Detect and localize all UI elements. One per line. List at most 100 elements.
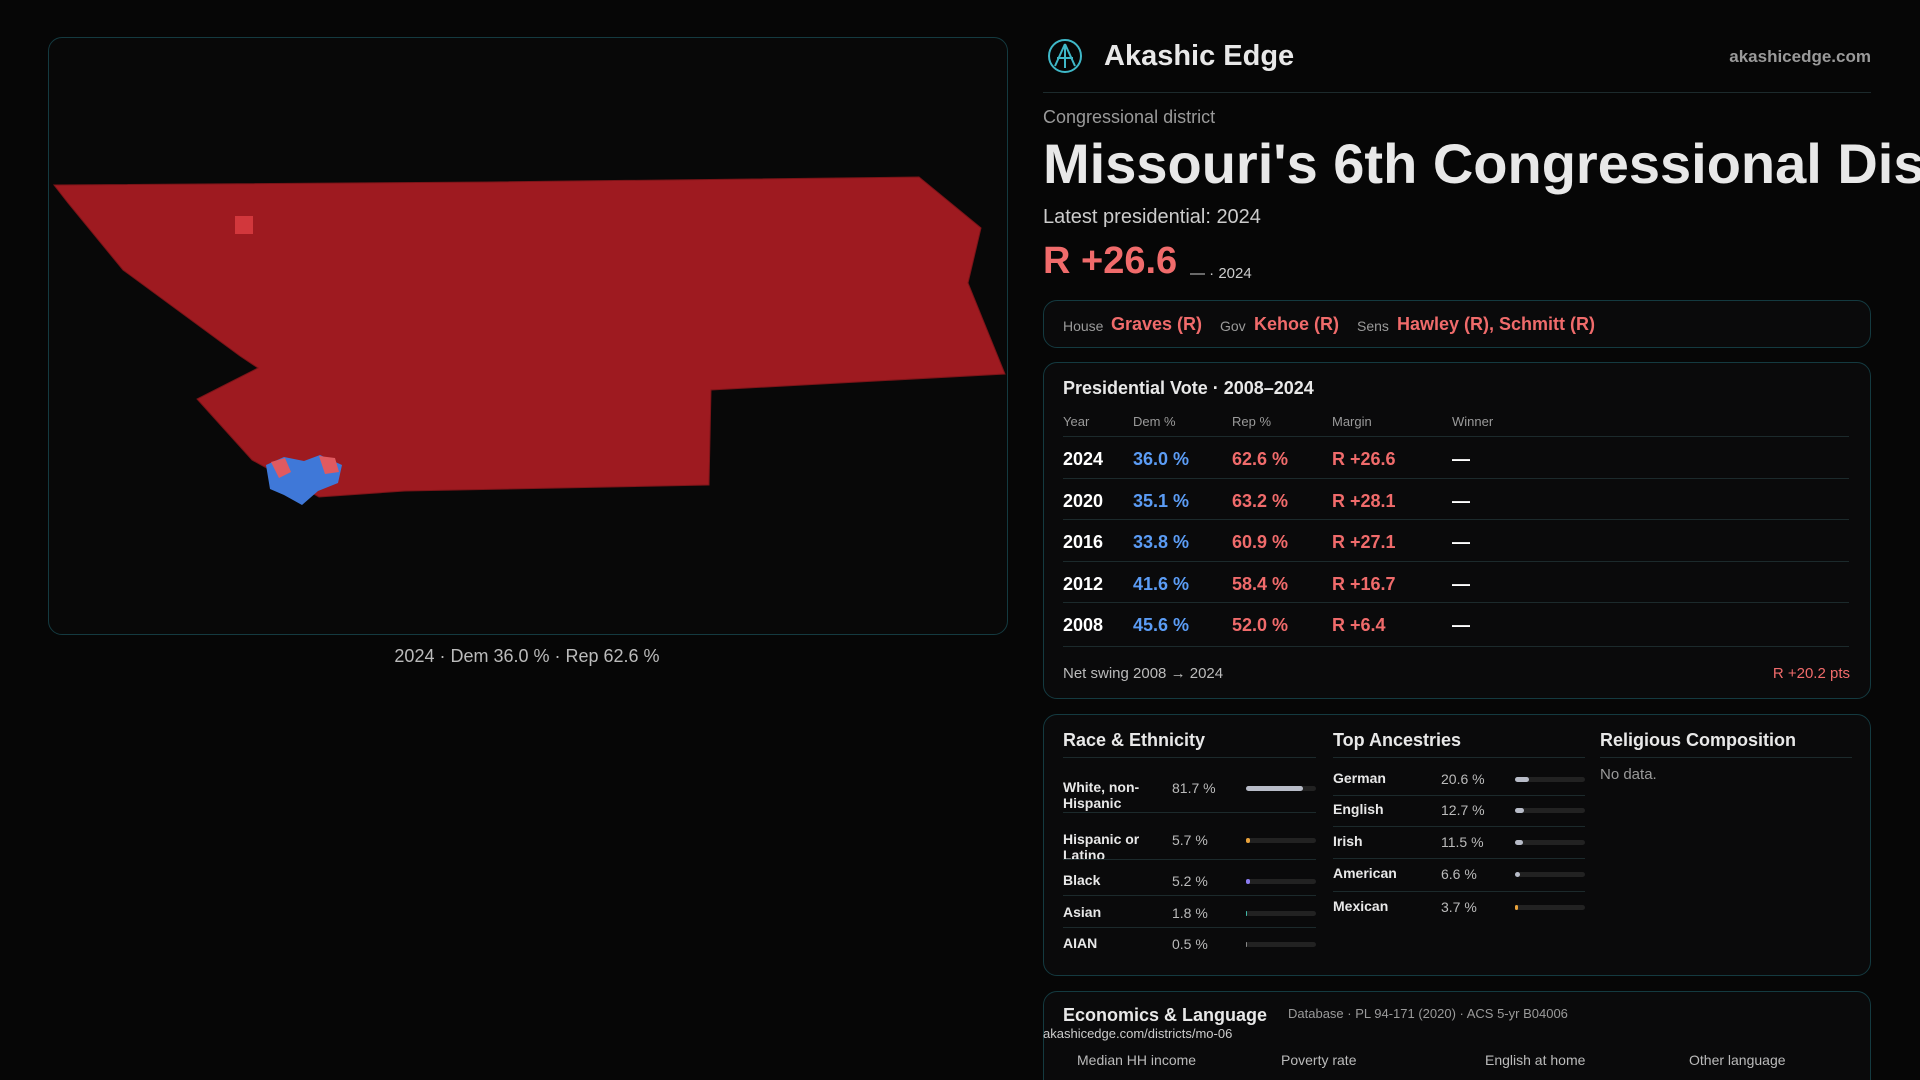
- metric-label: Median HH income: [1077, 1052, 1197, 1068]
- bar-track: [1246, 838, 1316, 843]
- table-cell: R +26.6: [1332, 449, 1396, 469]
- row-label: AIAN: [1063, 935, 1098, 951]
- bar: [1246, 786, 1304, 791]
- bar-track: [1515, 840, 1585, 845]
- row-divider: [1063, 519, 1849, 520]
- brand-name: Akashic Edge: [1104, 40, 1295, 72]
- divider: [1600, 757, 1852, 758]
- table-cell: R +27.1: [1332, 532, 1396, 552]
- table-cell: 2008: [1063, 615, 1104, 635]
- table-cell: 52.0 %: [1232, 615, 1289, 635]
- table-cell: R +28.1: [1332, 490, 1396, 511]
- row-label: White, non-Hispanic: [1063, 779, 1140, 812]
- kicker: Congressional district: [1043, 107, 1216, 127]
- row-divider: [1063, 646, 1849, 647]
- row-label: American: [1333, 865, 1397, 881]
- sources: Database · PL 94-171 (2020) · ACS 5-yr B…: [1288, 1006, 1568, 1021]
- officials-box: House Graves (R) Gov Kehoe (R) Sens Hawley (R…: [1043, 300, 1871, 348]
- row-label: German: [1333, 770, 1386, 786]
- bar-track: [1246, 942, 1316, 947]
- row-value: 12.7 %: [1441, 802, 1485, 818]
- table-cell: —: [1452, 490, 1470, 511]
- bar: [1515, 777, 1530, 782]
- district-map: [52, 176, 1006, 505]
- row-divider: [1333, 826, 1585, 827]
- row-divider: [1333, 794, 1585, 796]
- row-label: Black: [1063, 872, 1101, 888]
- page-title: Missouri's 6th Congressional District: [1043, 132, 1920, 195]
- row-value: 1.8 %: [1172, 905, 1208, 921]
- map-panel: [48, 37, 1008, 635]
- divider: [1063, 757, 1316, 758]
- row-label: Mexican: [1333, 898, 1389, 914]
- table-cell: —: [1452, 449, 1470, 469]
- logo: [1048, 39, 1082, 73]
- official-role: House: [1063, 318, 1104, 334]
- margin-note: — · 2024: [1190, 265, 1252, 282]
- bar: [1246, 879, 1250, 884]
- row-divider: [1063, 477, 1849, 479]
- table-cell: 63.2 %: [1232, 490, 1289, 511]
- no-data: No data.: [1600, 766, 1657, 783]
- divider: [1043, 92, 1871, 93]
- county-highlight: [235, 216, 253, 234]
- urban-area-red: [271, 456, 339, 478]
- economics-box: Economics & Language Median HH income Pov…: [1043, 991, 1871, 1080]
- row-value: 6.6 %: [1441, 866, 1477, 882]
- table-cell: 62.6 %: [1232, 449, 1289, 469]
- map-caption: 2024 · Dem 36.0 % · Rep 62.6 %: [394, 646, 660, 666]
- column-header: Margin: [1332, 414, 1372, 429]
- table-cell: 41.6 %: [1133, 573, 1190, 594]
- row-divider: [1333, 890, 1585, 892]
- table-cell: —: [1452, 573, 1470, 594]
- table-cell: 60.9 %: [1232, 532, 1289, 552]
- table-cell: 35.1 %: [1133, 490, 1190, 511]
- row-label: Asian: [1063, 904, 1102, 920]
- swing-value: R +20.2 pts: [1772, 665, 1850, 682]
- row-divider: [1063, 926, 1316, 928]
- section-title: Economics & Language: [1063, 1005, 1268, 1025]
- bar-track: [1515, 808, 1585, 813]
- margin: R +26.6: [1043, 240, 1178, 282]
- official-name: Kehoe (R): [1254, 314, 1339, 334]
- column-header: Rep %: [1232, 414, 1272, 429]
- table-cell: 2020: [1063, 490, 1104, 511]
- bar-track: [1515, 777, 1585, 782]
- row-value: 5.7 %: [1172, 832, 1208, 848]
- bar-track: [1246, 879, 1316, 884]
- section-title: Race & Ethnicity: [1063, 730, 1206, 750]
- district-shape: [52, 176, 1006, 498]
- table-cell: R +6.4: [1332, 615, 1386, 635]
- table-cell: —: [1452, 532, 1470, 552]
- latest-label: Latest presidential: 2024: [1043, 206, 1261, 228]
- official-name: Graves (R): [1111, 314, 1203, 334]
- row-divider: [1063, 812, 1316, 813]
- table-cell: 2012: [1063, 573, 1104, 594]
- presidential-box: Presidential Vote · 2008–2024 Net swing …: [1043, 362, 1871, 699]
- metric-label: English at home: [1485, 1052, 1586, 1068]
- bar: [1515, 840, 1524, 845]
- table-cell: —: [1452, 615, 1470, 635]
- row-value: 0.5 %: [1172, 936, 1208, 952]
- bar: [1246, 911, 1248, 916]
- row-divider: [1063, 858, 1316, 860]
- row-value: 3.7 %: [1441, 899, 1477, 915]
- row-label: Irish: [1333, 833, 1363, 849]
- row-value: 20.6 %: [1441, 771, 1485, 787]
- bar-track: [1246, 911, 1316, 916]
- column-header: Dem %: [1133, 414, 1176, 429]
- table-cell: 2016: [1063, 532, 1104, 552]
- metric-label: Other language: [1689, 1052, 1786, 1068]
- row-value: 81.7 %: [1172, 780, 1216, 796]
- row-divider: [1063, 895, 1316, 896]
- brand-site: akashicedge.com: [1729, 47, 1871, 66]
- footer-url: akashicedge.com/districts/mo-06: [1043, 1026, 1233, 1041]
- section-title: Presidential Vote · 2008–2024: [1063, 378, 1314, 398]
- column-header: Year: [1063, 414, 1090, 429]
- table-cell: 36.0 %: [1133, 449, 1190, 469]
- row-divider: [1063, 560, 1849, 562]
- column-header: Winner: [1452, 414, 1494, 429]
- table-cell: 33.8 %: [1133, 532, 1190, 552]
- section-title: Religious Composition: [1600, 730, 1796, 750]
